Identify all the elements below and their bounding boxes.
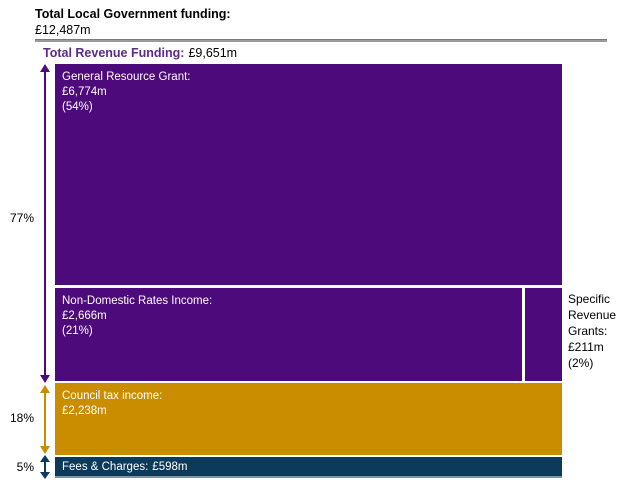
cell-label: Non-Domestic Rates Income:	[62, 295, 213, 307]
arrow-up-icon	[40, 385, 50, 393]
arrow-down-icon	[40, 375, 50, 383]
chart-title-line1: Total Local Government funding:	[35, 7, 231, 21]
cell-label: General Resource Grant:	[62, 71, 191, 83]
cell-value: £211m	[568, 340, 604, 354]
specific-revenue-grants-label: Specific Revenue Grants: £211m (2%)	[568, 291, 626, 371]
cell-pct: (21%)	[62, 325, 93, 337]
fees-charges-cell: Fees & Charges: £598m	[55, 457, 562, 478]
general-resource-grant-cell: General Resource Grant: £6,774m (54%)	[55, 64, 562, 285]
revenue-funding-heading-label: Total Revenue Funding:	[43, 46, 185, 60]
cell-pct: (54%)	[62, 101, 93, 113]
council-tax-cell: Council tax income: £2,238m	[55, 383, 562, 455]
title-divider-rule	[35, 39, 607, 42]
arrow-shaft	[44, 71, 46, 376]
fees-charges-extent-arrow-icon	[40, 455, 50, 479]
general-resource-grant-text: General Resource Grant: £6,774m (54%)	[55, 64, 562, 115]
revenue-funding-extent-arrow-icon	[40, 64, 50, 383]
cell-label: Specific Revenue Grants:	[568, 292, 617, 338]
revenue-funding-pct-label: 77%	[9, 211, 34, 225]
council-tax-extent-arrow-icon	[40, 385, 50, 454]
revenue-funding-heading-value: £9,651m	[188, 46, 238, 60]
arrow-down-icon	[40, 472, 50, 479]
non-domestic-rates-text: Non-Domestic Rates Income: £2,666m (21%)	[55, 288, 522, 339]
arrow-shaft	[44, 461, 46, 473]
revenue-funding-heading: Total Revenue Funding: £9,651m	[43, 46, 237, 60]
cell-pct: (2%)	[568, 356, 594, 370]
arrow-down-icon	[40, 446, 50, 454]
specific-revenue-grants-cell	[525, 288, 562, 381]
chart-title: Total Local Government funding: £12,487m	[35, 6, 231, 38]
arrow-shaft	[44, 392, 46, 447]
chart-title-value: £12,487m	[35, 23, 91, 37]
cell-value: £2,666m	[62, 310, 107, 322]
council-tax-pct-label: 18%	[9, 411, 34, 425]
cell-label: Fees & Charges:	[62, 461, 149, 473]
cell-value: £6,774m	[62, 86, 107, 98]
cell-value: £2,238m	[62, 405, 107, 417]
arrow-up-icon	[40, 64, 50, 72]
non-domestic-rates-cell: Non-Domestic Rates Income: £2,666m (21%)	[55, 288, 522, 381]
fees-charges-text: Fees & Charges: £598m	[55, 457, 562, 475]
cell-value: £598m	[152, 461, 188, 473]
arrow-up-icon	[40, 455, 50, 462]
cell-label: Council tax income:	[62, 390, 163, 402]
fees-charges-pct-label: 5%	[16, 460, 34, 474]
council-tax-text: Council tax income: £2,238m	[55, 383, 562, 419]
